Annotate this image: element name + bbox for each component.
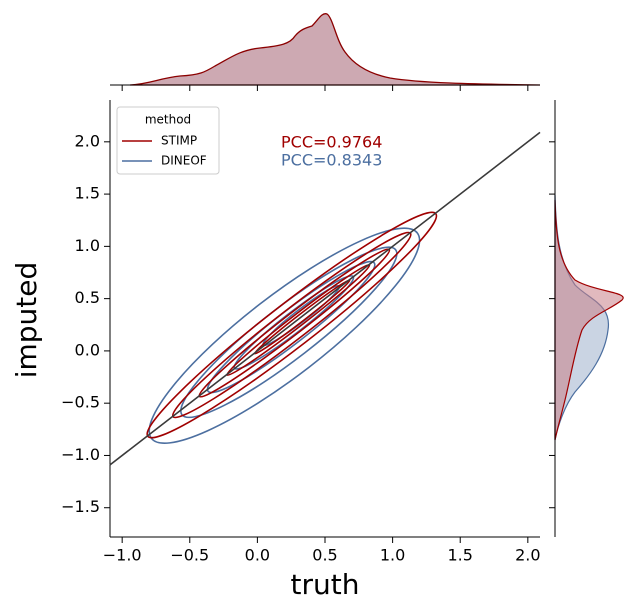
x-tick-label: −0.5 <box>170 546 209 565</box>
x-tick-label: 0.0 <box>245 546 270 565</box>
top-marginal-density <box>129 13 541 86</box>
annotation: PCC=0.8343 <box>281 151 382 170</box>
legend-label: STIMP <box>161 134 197 148</box>
legend-label: DINEOF <box>161 154 207 168</box>
y-tick-label: −1.0 <box>61 445 100 464</box>
y-tick-label: 0.5 <box>75 288 100 307</box>
legend-title: method <box>145 113 191 127</box>
y-tick-label: 1.5 <box>75 184 100 203</box>
x-tick-label: 1.0 <box>380 546 405 565</box>
y-tick-label: −0.5 <box>61 393 100 412</box>
y-tick-label: 1.0 <box>75 236 100 255</box>
annotation: PCC=0.9764 <box>281 133 382 152</box>
y-axis-label: imputed <box>10 262 43 379</box>
x-axis-label: truth <box>291 568 360 601</box>
y-tick-label: −1.5 <box>61 497 100 516</box>
y-tick-label: 0.0 <box>75 340 100 359</box>
right-marginal-density-stimp <box>554 199 624 441</box>
x-tick-label: 2.0 <box>515 546 540 565</box>
identity-line <box>109 131 541 466</box>
legend <box>116 106 220 175</box>
x-tick-label: 1.5 <box>447 546 472 565</box>
x-tick-label: −1.0 <box>103 546 142 565</box>
x-tick-label: 0.5 <box>312 546 337 565</box>
y-tick-label: 2.0 <box>75 131 100 150</box>
